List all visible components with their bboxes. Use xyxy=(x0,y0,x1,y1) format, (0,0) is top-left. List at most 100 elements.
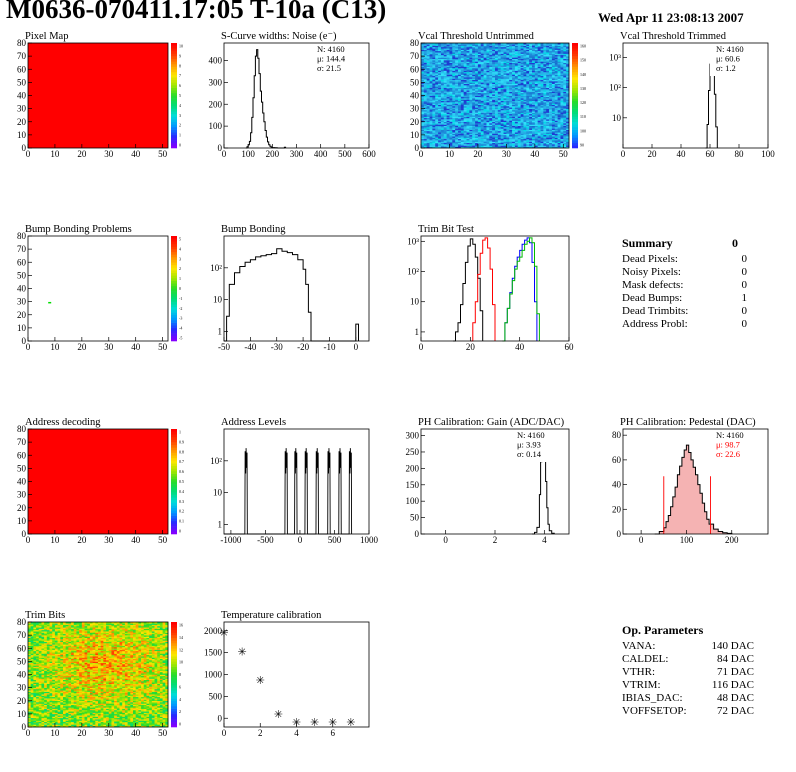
heatmap-cell xyxy=(543,46,547,49)
heatmap-cell xyxy=(532,43,536,45)
heatmap-cell xyxy=(429,141,433,144)
heatmap-cell xyxy=(472,79,476,82)
heatmap-cell xyxy=(452,128,456,130)
heatmap-cell xyxy=(517,73,521,75)
heatmap-cell xyxy=(458,137,462,140)
heatmap-cell xyxy=(475,134,479,137)
heatmap-cell xyxy=(440,61,445,63)
heatmap-cell xyxy=(446,138,450,141)
heatmap-cell xyxy=(432,65,436,67)
heatmap-cell xyxy=(560,111,564,113)
heatmap-cell xyxy=(509,78,513,81)
heatmap-cell xyxy=(509,71,513,74)
heatmap-cell xyxy=(534,120,538,123)
heatmap-cell xyxy=(540,52,544,54)
heatmap-cell xyxy=(509,124,513,126)
heatmap-cell xyxy=(483,77,487,79)
heatmap-cell xyxy=(537,113,541,116)
colorbar-tick-label: 3 xyxy=(179,113,181,118)
heatmap-cell xyxy=(520,61,524,63)
heatmap-cell xyxy=(551,48,556,50)
colorbar-segment xyxy=(171,515,177,519)
heatmap-cell xyxy=(475,56,479,58)
heatmap-cell xyxy=(566,71,570,74)
heatmap-cell xyxy=(503,56,507,58)
heatmap-cell xyxy=(557,124,561,126)
heatmap-cell xyxy=(492,129,496,132)
heatmap-cell xyxy=(492,82,496,84)
colorbar-tick-label: -2 xyxy=(179,306,182,311)
heatmap-cell xyxy=(483,112,487,115)
heatmap-cell xyxy=(435,145,439,147)
heatmap-cell xyxy=(529,69,533,71)
y-tick-label: 30 xyxy=(17,297,27,307)
heatmap-cell xyxy=(458,45,462,48)
heatmap-cell xyxy=(534,86,538,88)
heatmap-cell xyxy=(435,123,439,125)
heatmap-cell xyxy=(429,132,433,134)
heatmap-cell xyxy=(458,90,462,92)
heatmap-cell xyxy=(426,120,430,123)
heatmap-cell xyxy=(455,43,459,45)
heatmap-cell xyxy=(514,100,519,103)
heatmap-cell xyxy=(452,145,456,147)
y-tick-label: 80 xyxy=(410,38,420,48)
heatmap-cell xyxy=(497,120,501,123)
heatmap-cell xyxy=(500,144,504,146)
heatmap-cell xyxy=(486,95,490,98)
heatmap-cell xyxy=(435,111,439,113)
heatmap-cell xyxy=(563,92,567,95)
heatmap-cell xyxy=(551,94,556,96)
heatmap-cell xyxy=(537,69,541,71)
heatmap-cell xyxy=(460,43,464,45)
heatmap-cell xyxy=(458,128,462,130)
heatmap-cell xyxy=(500,136,504,138)
heatmap-cell xyxy=(554,74,558,77)
heatmap-cell xyxy=(477,109,482,112)
heatmap-cell xyxy=(534,137,538,140)
heatmap-cell xyxy=(466,137,470,140)
heatmap-cell xyxy=(30,720,34,723)
heatmap-cell xyxy=(497,99,501,102)
heatmap-cell xyxy=(33,716,37,719)
heatmap-cell xyxy=(497,140,501,142)
heatmap-cell xyxy=(566,146,570,149)
heatmap-cell xyxy=(551,56,556,58)
heatmap-cell xyxy=(503,88,507,91)
heatmap-cell xyxy=(463,103,467,105)
heatmap-cell xyxy=(497,133,501,136)
heatmap-cell xyxy=(480,134,484,137)
heatmap-cell xyxy=(500,50,504,53)
heatmap-cell xyxy=(549,67,553,70)
heatmap-cell xyxy=(36,637,40,640)
heatmap-cell xyxy=(477,49,482,52)
heatmap-cell xyxy=(523,90,527,92)
heatmap-cell xyxy=(537,87,541,90)
heatmap-cell xyxy=(500,75,504,78)
colorbar-segment xyxy=(171,121,177,125)
heatmap-cell xyxy=(477,58,482,61)
heatmap-cell xyxy=(503,119,507,121)
heatmap-cell xyxy=(466,60,470,62)
heatmap-cell xyxy=(460,64,464,66)
heatmap-cell xyxy=(540,65,544,67)
heatmap-cell xyxy=(466,133,470,136)
heatmap-cell xyxy=(483,145,487,147)
heatmap-cell xyxy=(520,70,524,73)
heatmap-cell xyxy=(526,107,530,109)
heatmap-cell xyxy=(426,145,430,147)
heatmap-cell xyxy=(421,140,425,142)
heatmap-cell xyxy=(534,95,538,98)
heatmap-cell xyxy=(560,71,564,74)
heatmap-cell xyxy=(443,125,447,128)
heatmap-cell xyxy=(30,688,34,691)
heatmap-cell xyxy=(452,116,456,119)
heatmap-cell xyxy=(557,44,561,46)
heatmap-cell xyxy=(517,115,521,117)
heatmap-cell xyxy=(520,98,524,100)
heatmap-cell xyxy=(560,96,564,99)
heatmap-cell xyxy=(426,91,430,94)
heatmap-cell xyxy=(435,130,439,133)
heatmap-cell xyxy=(475,109,479,112)
heatmap-cell xyxy=(480,75,484,78)
